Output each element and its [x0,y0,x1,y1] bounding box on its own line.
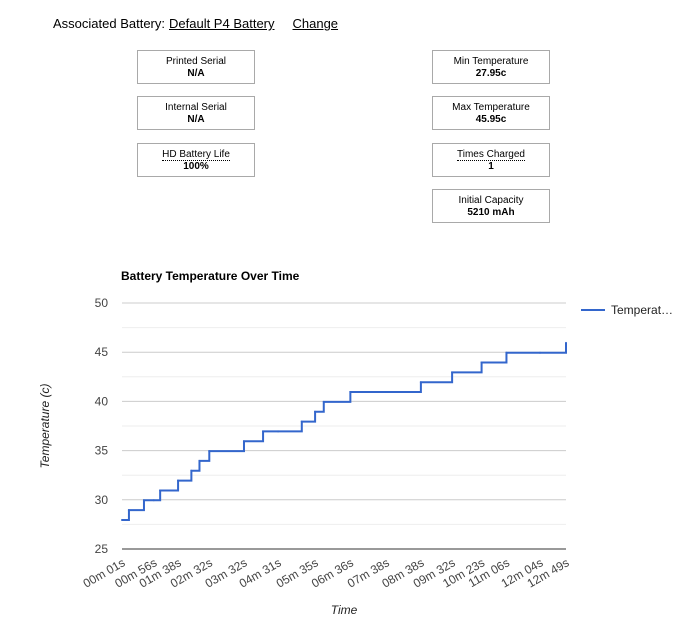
chart-series [121,341,567,521]
initial-capacity-label: Initial Capacity [458,195,524,206]
hd-battery-life-box: HD Battery Life 100% [137,143,255,177]
data-point [322,400,325,403]
internal-serial-label: Internal Serial [165,102,227,113]
hd-battery-life-label[interactable]: HD Battery Life [162,149,230,161]
temperature-series-line [122,342,567,521]
y-tick-label: 35 [95,444,109,458]
data-point [208,450,211,453]
data-point [419,381,422,384]
data-point [242,440,245,443]
hd-battery-life-value: 100% [183,161,209,172]
change-link[interactable]: Change [292,16,339,31]
chart-title: Battery Temperature Over Time [121,269,300,283]
y-tick-label: 45 [95,345,109,359]
times-charged-box: Times Charged 1 [432,143,550,177]
data-point [262,430,265,433]
y-axis-label: Temperature (c) [38,384,52,469]
max-temperature-box: Max Temperature 45.95c [432,96,550,130]
internal-serial-value: N/A [187,114,205,125]
data-point [349,391,352,394]
data-point [152,499,155,502]
data-point [314,410,317,413]
data-point [300,420,303,423]
initial-capacity-value: 5210 mAh [467,207,515,218]
data-point [121,518,123,521]
min-temperature-box: Min Temperature 27.95c [432,50,550,84]
data-point [538,351,541,354]
y-axis-ticks: 25 30 35 40 45 50 [95,296,109,556]
associated-battery-row: Associated Battery: Default P4 Battery Cha… [53,16,338,31]
data-point [198,459,201,462]
y-tick-label: 40 [95,394,109,408]
data-point [451,371,454,374]
min-temperature-label: Min Temperature [453,56,529,67]
chart-grid [122,302,566,550]
data-point [480,361,483,364]
data-point [142,499,145,502]
y-tick-label: 50 [95,296,109,310]
times-charged-label[interactable]: Times Charged [457,149,525,161]
initial-capacity-box: Initial Capacity 5210 mAh [432,189,550,223]
min-temperature-value: 27.95c [475,68,507,79]
associated-battery-label: Associated Battery: [53,16,165,31]
x-axis-label: Time [331,603,358,617]
printed-serial-label: Printed Serial [165,56,227,67]
max-temperature-value: 45.95c [475,114,507,125]
data-point [565,341,567,344]
data-point [505,351,508,354]
data-point [159,489,162,492]
y-tick-label: 30 [95,493,109,507]
data-point [127,509,130,512]
legend-label: Temperat… [611,303,673,317]
chart-legend[interactable]: Temperat… [581,303,673,317]
data-point [277,430,280,433]
internal-serial-box: Internal Serial N/A [137,96,255,130]
times-charged-value: 1 [488,161,494,172]
data-point [190,469,193,472]
data-point [177,479,180,482]
max-temperature-label: Max Temperature [452,102,530,113]
y-tick-label: 25 [95,542,109,556]
printed-serial-value: N/A [187,68,205,79]
data-point [385,391,388,394]
battery-name-link[interactable]: Default P4 Battery [169,16,275,31]
printed-serial-box: Printed Serial N/A [137,50,255,84]
